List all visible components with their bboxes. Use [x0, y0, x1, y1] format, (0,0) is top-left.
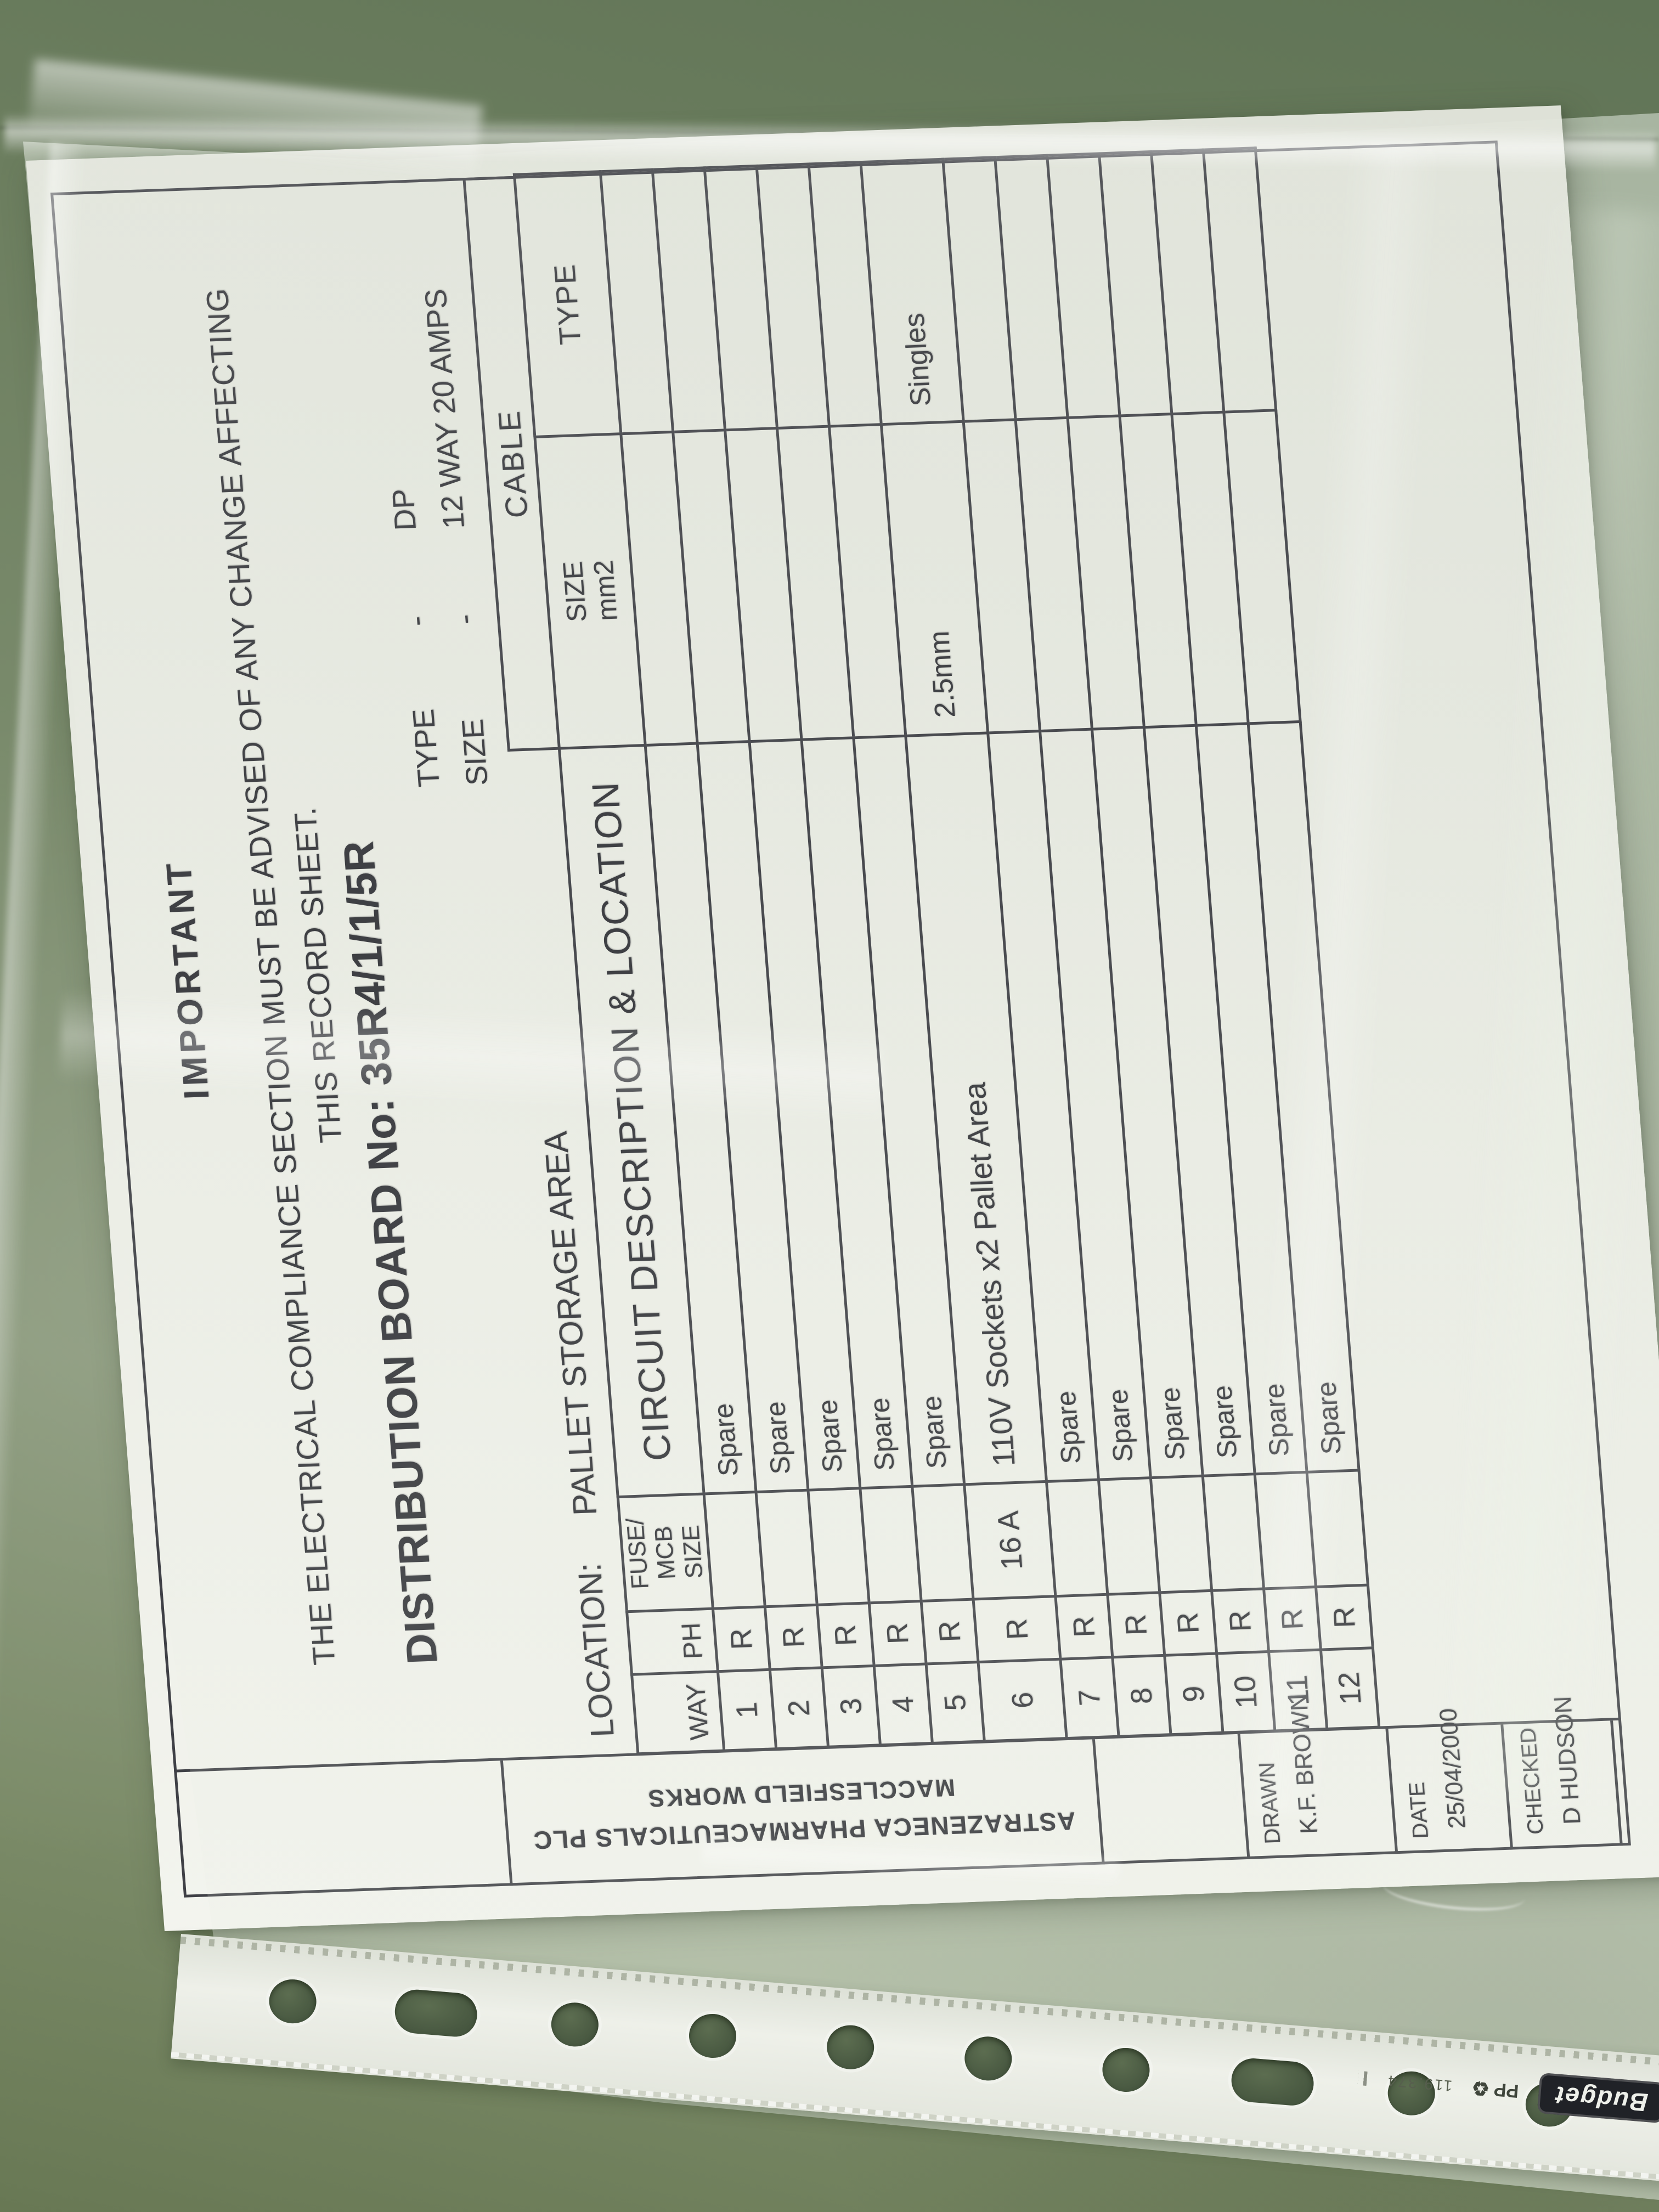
cell-ph: R — [1055, 1594, 1113, 1660]
cell-way: 4 — [874, 1664, 933, 1745]
cell-fuse — [704, 1492, 765, 1609]
cell-fuse — [1098, 1477, 1160, 1595]
punch-hole — [825, 2023, 876, 2072]
type-dash: - — [398, 615, 433, 627]
cell-fuse — [1203, 1474, 1264, 1591]
print-tick-marks — [1357, 2070, 1368, 2086]
ph-header: PH — [627, 1609, 718, 1675]
cell-fuse: 16 A — [964, 1481, 1056, 1600]
fuse-header: FUSE/ MCB SIZE — [618, 1493, 713, 1612]
checked-value: D HUDSON — [1549, 1696, 1586, 1825]
cell-ph: R — [817, 1602, 874, 1668]
product-code: 119.374 — [1386, 2072, 1453, 2095]
cell-fuse — [756, 1490, 817, 1607]
cell-way: 2 — [770, 1667, 828, 1749]
cell-way: 3 — [822, 1666, 881, 1747]
cell-ph: R — [1211, 1588, 1269, 1654]
company-name: ASTRAZENECA PHARMACEUTICALS PLC — [531, 1807, 1077, 1855]
punch-hole — [1101, 2046, 1152, 2094]
drawn-cell: DRAWN K.F. BROWN — [1240, 1693, 1398, 1859]
cell-way: 5 — [926, 1662, 985, 1743]
cell-fuse — [1307, 1470, 1368, 1587]
material-mark: PP ♻ — [1471, 2076, 1520, 2103]
record-sheet-paper: ASTRAZENECA PHARMACEUTICALS PLC MACCLESF… — [26, 105, 1659, 1932]
cell-ph: R — [765, 1605, 822, 1670]
title-block-empty-cell — [174, 1760, 513, 1898]
cell-fuse — [1046, 1480, 1108, 1596]
cell-ph: R — [1316, 1585, 1373, 1650]
company-cell: ASTRAZENECA PHARMACEUTICALS PLC MACCLESF… — [503, 1739, 1105, 1886]
type-value: DP — [385, 488, 423, 532]
punch-hole — [1229, 2056, 1316, 2107]
budget-brand-badge: Budget — [1537, 2072, 1659, 2124]
cell-way: 7 — [1060, 1657, 1119, 1739]
title-block-empty-cell — [1094, 1734, 1250, 1865]
cell-ph: R — [1159, 1590, 1217, 1656]
circuits-table: WAY PH FUSE/ MCB SIZE CIRCUIT DESCRIPTIO… — [513, 146, 1381, 1755]
cell-fuse — [912, 1484, 974, 1601]
checked-label: CHECKED — [1515, 1727, 1549, 1835]
cell-ph: R — [1107, 1592, 1165, 1657]
punch-hole — [963, 2034, 1014, 2083]
drawn-label: DRAWN — [1254, 1762, 1285, 1845]
cell-ph: R — [973, 1596, 1060, 1662]
date-value: 25/04/2000 — [1434, 1707, 1471, 1830]
cell-way: 10 — [1216, 1651, 1275, 1733]
recycle-icon: ♻ — [1471, 2076, 1491, 2101]
cell-fuse — [1150, 1476, 1212, 1593]
pp-label: PP — [1493, 2079, 1520, 2102]
drawn-value: K.F. BROWN — [1285, 1693, 1323, 1835]
punch-hole — [549, 2000, 600, 2049]
cell-way: 8 — [1112, 1655, 1171, 1737]
size-dash: - — [447, 613, 482, 625]
cell-fuse — [808, 1488, 870, 1605]
cell-ph: R — [869, 1601, 927, 1666]
way-header: WAY — [631, 1671, 724, 1754]
company-site: MACCLESFIELD WORKS — [646, 1774, 956, 1812]
date-cell: DATE 25/04/2000 — [1388, 1707, 1514, 1854]
date-label: DATE — [1404, 1781, 1434, 1839]
punch-hole — [687, 2012, 738, 2060]
cell-way: 1 — [718, 1669, 776, 1751]
cell-way: 9 — [1164, 1653, 1223, 1735]
cell-ph: R — [921, 1599, 979, 1664]
punch-hole — [267, 1977, 318, 2025]
cell-fuse — [1255, 1472, 1316, 1589]
size-label: SIZE — [455, 718, 494, 787]
punch-hole — [393, 1988, 479, 2039]
cell-way: 11 — [1268, 1650, 1327, 1731]
cell-fuse — [860, 1486, 922, 1603]
type-label: TYPE — [405, 708, 446, 788]
cell-way: 6 — [978, 1659, 1067, 1742]
cell-ph: R — [713, 1606, 770, 1672]
checked-cell: CHECKED D HUDSON — [1503, 1696, 1623, 1850]
cell-way: 12 — [1321, 1647, 1379, 1729]
cell-ph: R — [1263, 1587, 1321, 1652]
